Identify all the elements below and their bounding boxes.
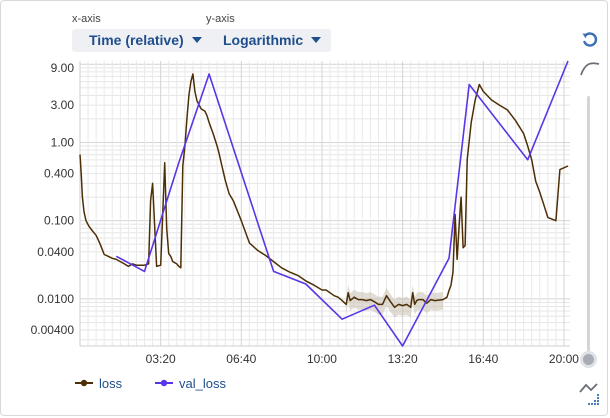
smoothing-slider-knob[interactable] (580, 351, 597, 368)
xaxis-select-value: Time (relative) (89, 32, 184, 48)
legend-marker-loss (75, 379, 93, 387)
legend-item-val-loss[interactable]: val_loss (155, 374, 226, 392)
legend-label-loss: loss (99, 375, 123, 391)
legend-marker-val-loss (155, 379, 173, 387)
smoothing-slider-track[interactable] (587, 96, 590, 358)
yaxis-select[interactable]: Logarithmic (223, 29, 322, 52)
xaxis-select[interactable]: Time (relative) (89, 29, 202, 52)
line-chart-icon (579, 383, 600, 406)
toggle-raw-data-button[interactable] (578, 380, 602, 408)
yaxis-select-value: Logarithmic (223, 32, 304, 48)
yaxis-selector-label: y-axis (206, 13, 235, 25)
smoothing-button[interactable] (579, 60, 601, 78)
smooth-curve-icon (580, 62, 600, 76)
reset-icon (582, 32, 598, 47)
reset-zoom-button[interactable] (580, 30, 600, 50)
xaxis-selector-label: x-axis (72, 13, 101, 25)
chevron-down-icon (191, 37, 202, 44)
chevron-down-icon (311, 37, 322, 44)
legend-label-val-loss: val_loss (179, 375, 226, 391)
legend-item-loss[interactable]: loss (75, 374, 122, 392)
